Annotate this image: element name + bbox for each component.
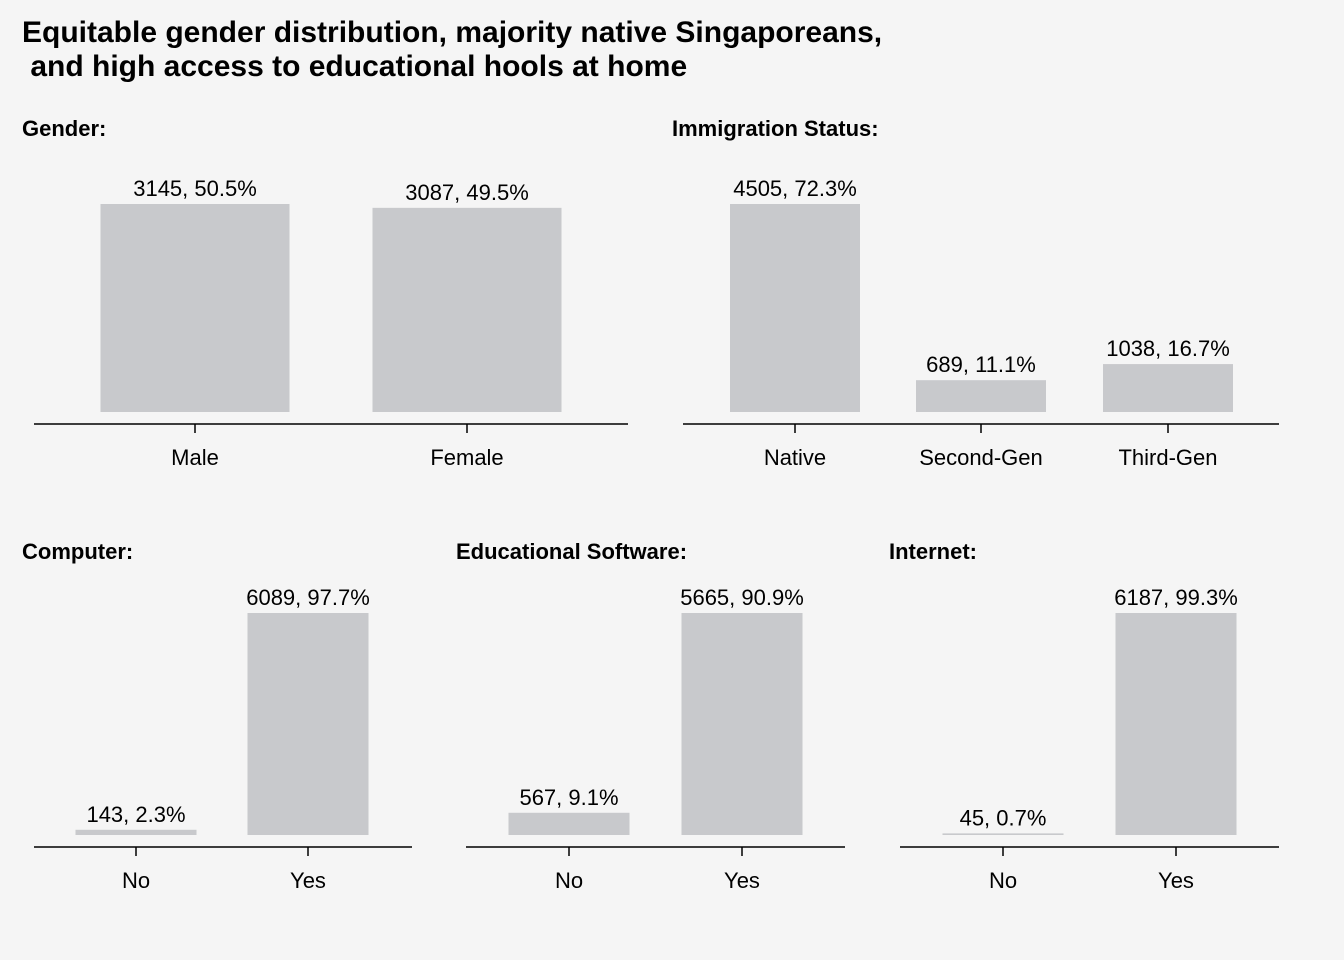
data-label: 3087, 49.5% bbox=[405, 180, 529, 205]
x-tick-label: No bbox=[989, 868, 1017, 893]
bar-yes bbox=[1115, 613, 1237, 835]
x-tick-label: Female bbox=[430, 445, 503, 470]
x-tick-label: Yes bbox=[724, 868, 760, 893]
data-label: 689, 11.1% bbox=[926, 352, 1036, 377]
bar-third-gen bbox=[1103, 364, 1233, 412]
data-label: 567, 9.1% bbox=[519, 785, 618, 810]
bar-no bbox=[75, 829, 197, 835]
panel-4: Internet: 45, 0.7% No 6187, 99.3% Yes bbox=[889, 539, 1279, 893]
chart-title-line-2: and high access to educational hools at … bbox=[22, 50, 687, 83]
chart-panels: Gender: 3145, 50.5% Male 3087, 49.5% Female I… bbox=[22, 116, 1279, 893]
panel-3: Educational Software: 567, 9.1% No 5665, 90… bbox=[456, 539, 845, 893]
data-label: 4505, 72.3% bbox=[733, 176, 857, 201]
bar-yes bbox=[681, 613, 803, 835]
chart-title-line-1: Equitable gender distribution, majority … bbox=[22, 16, 882, 49]
panel-title: Educational Software: bbox=[456, 539, 687, 564]
bar-yes bbox=[247, 613, 369, 835]
panel-title: Computer: bbox=[22, 539, 133, 564]
panel-title: Immigration Status: bbox=[672, 116, 879, 141]
data-label: 6187, 99.3% bbox=[1114, 585, 1238, 610]
x-tick-label: Male bbox=[171, 445, 219, 470]
data-label: 1038, 16.7% bbox=[1106, 336, 1230, 361]
data-label: 143, 2.3% bbox=[86, 802, 185, 827]
x-tick-label: Yes bbox=[290, 868, 326, 893]
bar-native bbox=[730, 204, 860, 412]
data-label: 3145, 50.5% bbox=[133, 176, 257, 201]
panel-title: Gender: bbox=[22, 116, 106, 141]
x-tick-label: Yes bbox=[1158, 868, 1194, 893]
data-label: 45, 0.7% bbox=[960, 805, 1047, 830]
bar-male bbox=[100, 204, 290, 412]
x-tick-label: Third-Gen bbox=[1118, 445, 1217, 470]
x-tick-label: Second-Gen bbox=[919, 445, 1043, 470]
x-tick-label: No bbox=[122, 868, 150, 893]
data-label: 6089, 97.7% bbox=[246, 585, 370, 610]
x-tick-label: Native bbox=[764, 445, 826, 470]
panel-2: Computer: 143, 2.3% No 6089, 97.7% Yes bbox=[22, 539, 412, 893]
x-tick-label: No bbox=[555, 868, 583, 893]
panel-1: Immigration Status: 4505, 72.3% Native 689,… bbox=[672, 116, 1279, 470]
panel-title: Internet: bbox=[889, 539, 977, 564]
bar-no bbox=[942, 833, 1064, 835]
bar-second-gen bbox=[916, 380, 1046, 412]
bar-no bbox=[508, 812, 630, 835]
data-label: 5665, 90.9% bbox=[680, 585, 804, 610]
bar-female bbox=[372, 207, 562, 412]
panel-0: Gender: 3145, 50.5% Male 3087, 49.5% Female bbox=[22, 116, 628, 470]
